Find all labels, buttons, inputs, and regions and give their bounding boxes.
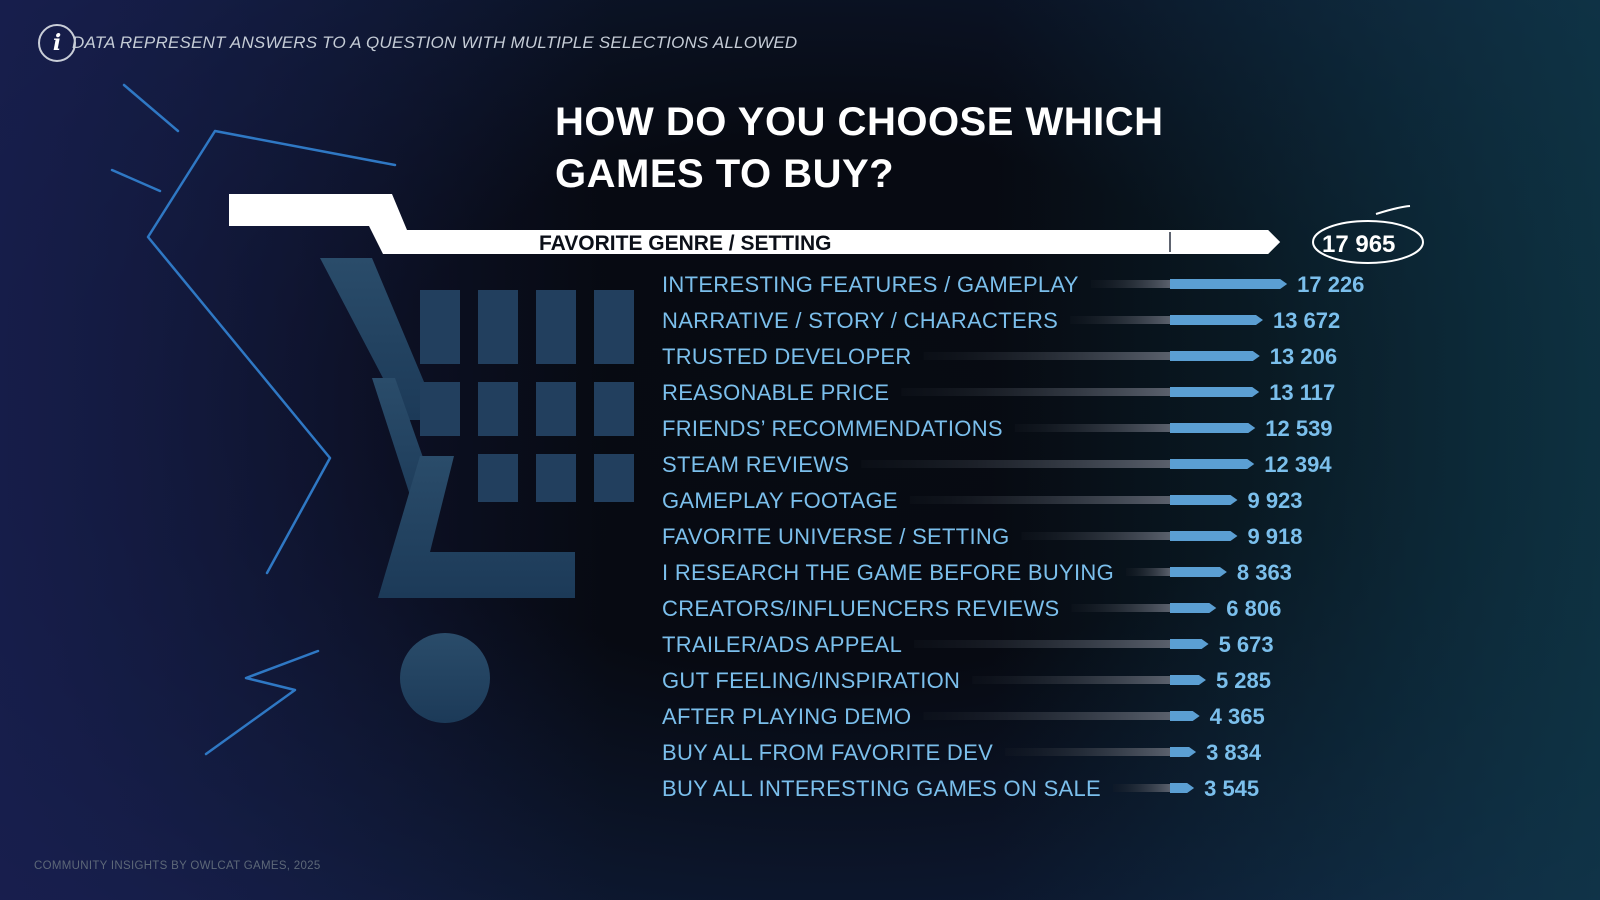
cart-grid-cell (594, 454, 634, 502)
category-label-10: CREATORS/INFLUENCERS REVIEWS (662, 596, 1060, 621)
category-label-6: STEAM REVIEWS (662, 452, 849, 477)
bar-11 (1170, 639, 1209, 649)
value-label-11: 5 673 (1219, 632, 1274, 657)
cart-grid-cell (536, 290, 576, 364)
value-label-14: 3 834 (1206, 740, 1262, 765)
category-label-0: FAVORITE GENRE / SETTING (539, 232, 831, 255)
info-note: i DATA REPRESENT ANSWERS TO A QUESTION W… (38, 24, 797, 62)
shopping-cart-icon (320, 258, 575, 723)
bar-5 (1170, 423, 1256, 433)
bar-14 (1170, 747, 1197, 757)
category-label-1: INTERESTING FEATURES / GAMEPLAY (662, 272, 1079, 297)
value-label-6: 12 394 (1264, 452, 1332, 477)
bar-1 (1170, 279, 1288, 289)
category-label-11: TRAILER/ADS APPEAL (662, 632, 902, 657)
top-value-circle (1312, 220, 1424, 264)
info-icon: i (38, 24, 76, 62)
bar-track-14 (1005, 748, 1170, 756)
bar-track-11 (914, 640, 1170, 648)
value-label-1: 17 226 (1297, 272, 1364, 297)
chart-title-line-2: GAMES TO BUY? (555, 152, 895, 196)
bar-7 (1170, 495, 1238, 505)
category-label-12: GUT FEELING/INSPIRATION (662, 668, 960, 693)
value-label-12: 5 285 (1216, 668, 1271, 693)
bar-track-1 (1090, 280, 1170, 288)
cart-grid-cell (536, 382, 576, 436)
bar-track-9 (1126, 568, 1170, 576)
value-label-8: 9 918 (1247, 524, 1302, 549)
bar-6 (1170, 459, 1255, 469)
decorative-lines (110, 83, 397, 756)
bar-track-15 (1113, 784, 1170, 792)
footer-credit: COMMUNITY INSIGHTS BY OWLCAT GAMES, 2025 (34, 860, 321, 872)
bar-15 (1170, 783, 1195, 793)
bar-12 (1170, 675, 1206, 685)
bar-2 (1170, 315, 1263, 325)
cart-grid-cell (478, 382, 518, 436)
bar-track-10 (1071, 604, 1170, 612)
chart-title-line-1: HOW DO YOU CHOOSE WHICH (555, 100, 1164, 144)
category-label-2: NARRATIVE / STORY / CHARACTERS (662, 308, 1058, 333)
category-label-13: AFTER PLAYING DEMO (662, 704, 911, 729)
category-label-14: BUY ALL FROM FAVORITE DEV (662, 740, 993, 765)
bar-track-2 (1070, 316, 1170, 324)
bar-track-13 (923, 712, 1170, 720)
bar-track-8 (1021, 532, 1170, 540)
cart-basket-grid (420, 290, 634, 502)
top-value-circle-tail (1375, 205, 1411, 215)
bar-3 (1170, 351, 1260, 361)
value-label-4: 13 117 (1269, 380, 1335, 405)
bar-0 (229, 194, 1281, 254)
value-label-0: 17 965 (1322, 231, 1395, 258)
chart-title: HOW DO YOU CHOOSE WHICH GAMES TO BUY? (555, 96, 1275, 200)
value-label-5: 12 539 (1265, 416, 1332, 441)
bar-13 (1170, 711, 1200, 721)
category-label-9: I RESEARCH THE GAME BEFORE BUYING (662, 560, 1114, 585)
value-label-3: 13 206 (1270, 344, 1337, 369)
bar-track-3 (923, 352, 1170, 360)
cart-grid-cell (420, 290, 460, 364)
cart-grid-cell (478, 290, 518, 364)
cart-grid-cell (420, 382, 460, 436)
bar-track-6 (861, 460, 1170, 468)
bar-9 (1170, 567, 1227, 577)
info-note-text: DATA REPRESENT ANSWERS TO A QUESTION WIT… (72, 33, 798, 52)
category-label-15: BUY ALL INTERESTING GAMES ON SALE (662, 776, 1101, 801)
category-label-3: TRUSTED DEVELOPER (662, 344, 912, 369)
bar-track-5 (1014, 424, 1170, 432)
value-label-7: 9 923 (1247, 488, 1302, 513)
cart-grid-cell (536, 454, 576, 502)
value-label-2: 13 672 (1273, 308, 1340, 333)
value-label-10: 6 806 (1226, 596, 1281, 621)
cart-grid-cell (594, 290, 634, 364)
category-label-8: FAVORITE UNIVERSE / SETTING (662, 524, 1010, 549)
value-label-13: 4 365 (1210, 704, 1265, 729)
value-label-9: 8 363 (1237, 560, 1292, 585)
cart-grid-cell (478, 454, 518, 502)
category-label-5: FRIENDS’ RECOMMENDATIONS (662, 416, 1003, 441)
category-label-4: REASONABLE PRICE (662, 380, 889, 405)
bar-8 (1170, 531, 1238, 541)
bar-track-12 (972, 676, 1170, 684)
bar-track-4 (901, 388, 1170, 396)
cart-grid-cell (594, 382, 634, 436)
bar-track-7 (909, 496, 1170, 504)
bar-10 (1170, 603, 1217, 613)
value-label-15: 3 545 (1204, 776, 1259, 801)
category-label-7: GAMEPLAY FOOTAGE (662, 488, 898, 513)
bar-4 (1170, 387, 1260, 397)
